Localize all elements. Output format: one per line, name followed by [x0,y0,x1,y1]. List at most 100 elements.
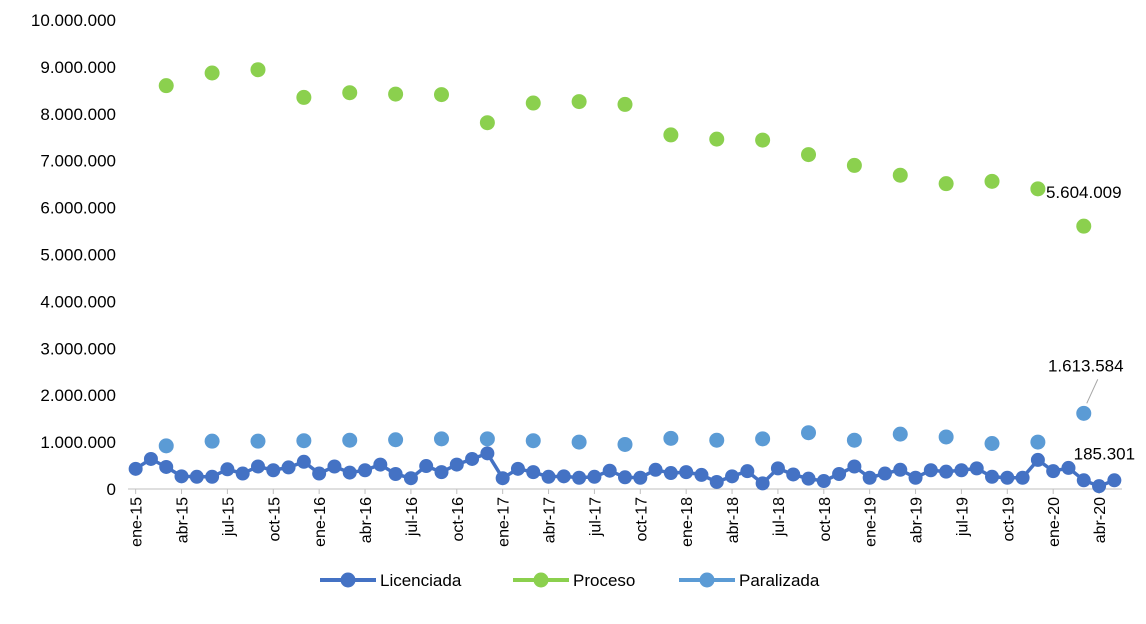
point-paralizada [617,436,633,452]
data-label-leader [1086,379,1099,404]
point-licenciada [312,466,327,481]
point-licenciada [939,464,954,479]
point-licenciada [1015,470,1030,485]
point-licenciada [495,471,510,486]
point-proceso [709,131,725,147]
point-licenciada [480,446,495,461]
point-proceso [204,65,220,81]
point-licenciada [541,469,556,484]
point-licenciada [358,463,373,478]
point-licenciada [388,466,403,481]
point-licenciada [969,461,984,476]
point-licenciada [770,461,785,476]
point-licenciada [847,459,862,474]
point-licenciada [755,476,770,491]
x-tick-label: ene-18 [679,497,696,547]
legend-item-licenciada: Licenciada [320,571,462,590]
point-paralizada [158,438,174,454]
point-licenciada [648,462,663,477]
point-proceso [433,87,449,103]
point-licenciada [327,459,342,474]
label-layer: 5.604.009 1.613.584 185.301 [1046,183,1135,463]
point-proceso [663,127,679,143]
x-tick-label: abr-16 [358,497,375,543]
point-paralizada [525,433,541,449]
point-licenciada [816,474,831,489]
x-tick-label: abr-15 [175,497,192,543]
point-paralizada [1030,434,1046,450]
point-paralizada [296,433,312,449]
point-licenciada [281,460,296,475]
point-proceso [801,147,817,163]
point-licenciada [174,469,189,484]
point-licenciada [1000,470,1015,485]
x-tick-label: oct-15 [266,497,283,542]
x-tick-label: jul-16 [404,497,421,537]
point-paralizada [984,436,1000,452]
data-label-proceso: 5.604.009 [1046,183,1122,202]
point-licenciada [235,466,250,481]
x-tick-label: jul-18 [771,497,788,537]
point-paralizada [571,434,587,450]
legend-label: Licenciada [380,571,462,590]
point-licenciada [572,470,587,485]
point-proceso [296,89,312,105]
point-licenciada [189,469,204,484]
point-licenciada [342,465,357,480]
point-proceso [1076,218,1092,234]
x-tick-label: abr-18 [725,497,742,543]
x-tick-label: jul-19 [954,497,971,537]
legend-swatch-marker [699,572,715,588]
legend: Licenciada Proceso Paralizada [320,571,820,590]
point-licenciada [373,457,388,472]
point-licenciada [510,461,525,476]
point-licenciada [403,471,418,486]
y-tick-label: 10.000.000 [31,11,116,30]
point-paralizada [755,431,771,447]
point-paralizada [250,433,266,449]
point-licenciada [1107,473,1122,488]
point-proceso [938,176,954,192]
point-paralizada [846,432,862,448]
point-licenciada [740,464,755,479]
point-licenciada [1076,473,1091,488]
point-licenciada [663,466,678,481]
y-tick-label: 1.000.000 [40,433,116,452]
point-proceso [525,95,541,111]
point-proceso [892,167,908,183]
x-tick-label: abr-17 [542,497,559,543]
point-licenciada [985,469,1000,484]
point-paralizada [342,432,358,448]
point-paralizada [709,432,725,448]
y-tick-label: 2.000.000 [40,386,116,405]
point-proceso [158,78,174,94]
x-tick-label: abr-19 [909,497,926,543]
y-tick-label: 8.000.000 [40,105,116,124]
y-tick-label: 5.000.000 [40,246,116,265]
axes-layer: 0 1.000.000 2.000.000 3.000.000 4.000.000 5.0… [31,11,1122,547]
point-paralizada [433,431,449,447]
point-licenciada [449,457,464,472]
point-paralizada [388,432,404,448]
legend-swatch-marker [533,572,549,588]
x-tick-label: oct-17 [633,497,650,542]
point-licenciada [159,459,174,474]
x-tick-label: abr-20 [1092,497,1109,543]
point-licenciada [862,470,877,485]
x-tick-label: ene-15 [129,497,146,547]
point-licenciada [205,469,220,484]
x-tick-label: oct-19 [1000,497,1017,542]
x-tick-label: jul-15 [220,497,237,537]
point-paralizada [663,430,679,446]
point-licenciada [266,463,281,478]
point-proceso [250,62,266,78]
point-licenciada [725,469,740,484]
series-layer [128,62,1122,494]
legend-item-proceso: Proceso [513,571,635,590]
point-licenciada [220,462,235,477]
y-tick-label: 9.000.000 [40,58,116,77]
point-licenciada [694,467,709,482]
y-tick-label: 7.000.000 [40,152,116,171]
